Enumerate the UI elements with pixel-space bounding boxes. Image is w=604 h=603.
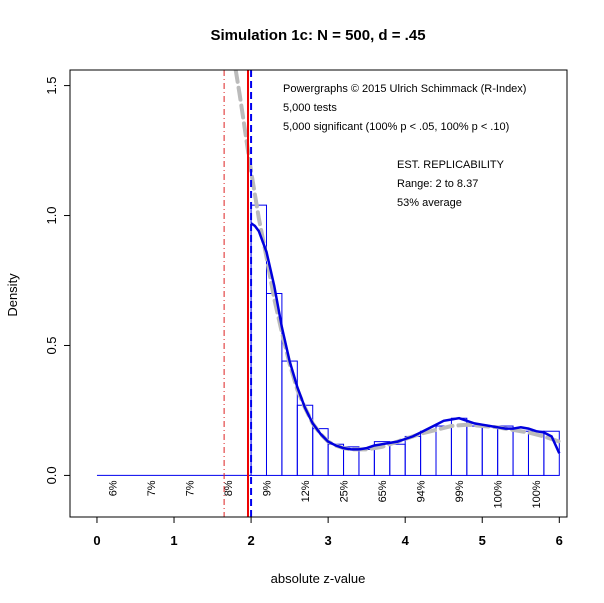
percent-label: 65% [377, 480, 389, 502]
chart-title: Simulation 1c: N = 500, d = .45 [210, 27, 425, 44]
x-axis-tick-label: 6 [556, 533, 563, 548]
annotation-significant: 5,000 significant (100% p < .05, 100% p … [283, 121, 509, 133]
percent-label: 94% [416, 480, 428, 502]
percent-label: 100% [531, 480, 543, 508]
histogram-bar [481, 425, 499, 476]
annotation-tests: 5,000 tests [283, 102, 337, 114]
annotation-replicability-average: 53% average [397, 197, 462, 209]
x-axis-label: absolute z-value [271, 571, 366, 586]
x-axis-tick-label: 3 [325, 533, 332, 548]
histogram-bar [404, 435, 422, 476]
annotation-replicability-range: Range: 2 to 8.37 [397, 178, 478, 190]
percent-label: 99% [454, 480, 466, 502]
x-axis-tick-label: 2 [247, 533, 254, 548]
density-curve [250, 222, 561, 454]
histogram-bar [420, 430, 437, 476]
percent-label: 8% [223, 480, 235, 496]
histogram-bar [435, 425, 452, 476]
histogram-bar [358, 448, 375, 476]
percent-label: 7% [146, 480, 158, 496]
x-axis-tick-label: 0 [93, 533, 100, 548]
annotation-replicability-title: EST. REPLICABILITY [397, 159, 505, 171]
x-axis-tick-label: 4 [402, 533, 410, 548]
plot-frame [69, 69, 568, 518]
y-axis-label: Density [5, 273, 20, 317]
percent-label: 6% [107, 480, 119, 496]
percent-label: 100% [493, 480, 505, 508]
histogram-bar [512, 430, 529, 476]
percent-label: 7% [184, 480, 196, 496]
percent-label: 25% [339, 480, 351, 502]
histogram-bar [497, 425, 514, 476]
percent-label: 12% [300, 480, 312, 502]
fitted-curve [233, 70, 562, 452]
plot-area: 6% 7% 7% 8% 9% 12% 25% 65% 94% 99% 100% 100% 0 1 2 3 4 5 6… [44, 69, 568, 548]
histogram-bar [543, 430, 560, 476]
y-axis-tick-label: 0.0 [44, 466, 59, 484]
x-axis-tick-label: 1 [170, 533, 177, 548]
histogram-bar [527, 430, 545, 476]
x-axis-tick-label: 5 [479, 533, 486, 548]
y-axis-tick-label: 1.0 [44, 206, 59, 224]
y-axis-tick-label: 0.5 [44, 336, 59, 354]
percent-label: 9% [262, 480, 274, 496]
annotation-block: Powergraphs © 2015 Ulrich Schimmack (R-I… [283, 83, 526, 209]
annotation-copyright: Powergraphs © 2015 Ulrich Schimmack (R-I… [283, 83, 526, 95]
plot-content: 6% 7% 7% 8% 9% 12% 25% 65% 94% 99% 100% 100% [96, 70, 562, 517]
histogram-bar [389, 443, 406, 476]
y-axis-tick-label: 1.5 [44, 77, 59, 95]
histogram-bar [466, 425, 483, 476]
